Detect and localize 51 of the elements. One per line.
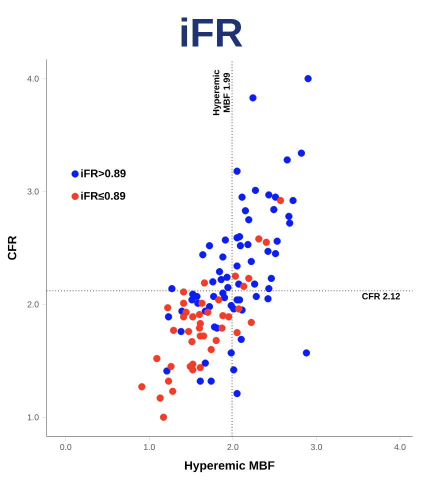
- x-axis-title: Hyperemic MBF: [184, 460, 274, 472]
- ref-line-label: Hyperemic MBF 1.99: [212, 70, 230, 116]
- point: [184, 328, 192, 336]
- ref-line-label: CFR 2.12: [362, 293, 400, 300]
- x-tick-label: 4.0: [394, 444, 406, 450]
- point: [208, 346, 215, 354]
- point: [164, 378, 172, 385]
- point: [240, 282, 248, 290]
- x-tick-label: 1.0: [144, 444, 155, 450]
- point: [138, 383, 146, 390]
- point: [153, 354, 160, 362]
- point: [164, 304, 172, 312]
- point: [180, 313, 188, 320]
- point: [233, 329, 241, 336]
- point: [160, 414, 168, 421]
- point: [200, 279, 208, 287]
- point: [189, 366, 196, 374]
- point: [169, 388, 176, 395]
- point: [189, 313, 196, 320]
- point: [235, 305, 242, 313]
- y-tick-label: 3.0: [28, 188, 39, 195]
- point: [180, 300, 188, 307]
- chart-title: iFR: [182, 18, 242, 46]
- point: [215, 296, 222, 304]
- point: [245, 274, 252, 282]
- point: [167, 362, 175, 370]
- point: [156, 394, 164, 402]
- point: [255, 235, 262, 243]
- x-tick-label: 0.0: [60, 444, 72, 450]
- y-tick-label: 2.0: [28, 301, 39, 308]
- point: [196, 310, 204, 318]
- y-axis-title: CFR: [8, 236, 16, 260]
- point: [212, 336, 220, 344]
- legend-label: iFR>0.89: [81, 169, 126, 178]
- point: [196, 324, 204, 332]
- point: [180, 288, 188, 296]
- point: [248, 318, 255, 326]
- y-tick-label: 4.0: [27, 76, 39, 82]
- x-tick-label: 2.0: [227, 444, 238, 450]
- x-tick-label: 3.0: [310, 444, 322, 450]
- point: [170, 326, 178, 334]
- y-tick-label: 1.0: [28, 414, 39, 420]
- point: [196, 364, 204, 372]
- point: [188, 338, 196, 346]
- point: [276, 196, 284, 204]
- point: [232, 272, 239, 280]
- legend-label: iFR≤0.89: [81, 192, 126, 200]
- point: [225, 313, 232, 320]
- point: [198, 300, 206, 307]
- point: [262, 238, 270, 246]
- point: [204, 308, 212, 316]
